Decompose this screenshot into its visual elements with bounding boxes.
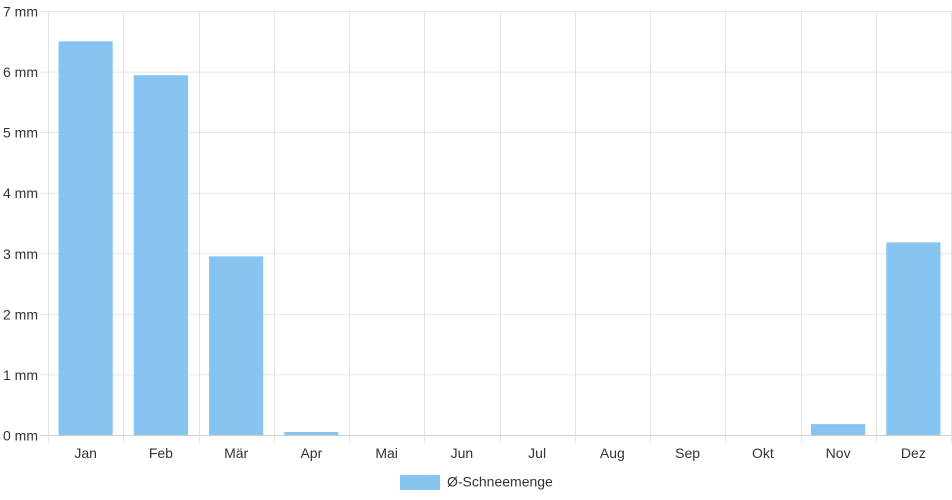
x-tick-label: Okt bbox=[752, 445, 774, 461]
bar-apr[interactable] bbox=[284, 431, 339, 435]
bar-mär[interactable] bbox=[209, 256, 264, 435]
y-tick-label: 6 mm bbox=[3, 64, 38, 80]
bar-nov[interactable] bbox=[811, 424, 866, 435]
x-tick-label: Mai bbox=[375, 445, 398, 461]
y-tick-label: 7 mm bbox=[3, 4, 38, 20]
x-tick-label: Mär bbox=[224, 445, 248, 461]
y-tick-label: 4 mm bbox=[3, 185, 38, 201]
x-tick-label: Jul bbox=[528, 445, 546, 461]
bar-feb[interactable] bbox=[133, 75, 188, 435]
x-tick-label: Sep bbox=[675, 445, 700, 461]
y-tick-label: 5 mm bbox=[3, 125, 38, 141]
x-tick-label: Dez bbox=[901, 445, 926, 461]
y-tick-label: 2 mm bbox=[3, 306, 38, 322]
legend-swatch[interactable] bbox=[400, 475, 440, 490]
bar-jan[interactable] bbox=[58, 41, 113, 436]
bars bbox=[58, 41, 941, 436]
x-tick-label: Jun bbox=[451, 445, 474, 461]
grid bbox=[40, 11, 952, 443]
bar-dez[interactable] bbox=[886, 242, 941, 435]
x-tick-label: Aug bbox=[600, 445, 625, 461]
x-tick-label: Jan bbox=[74, 445, 97, 461]
legend-label[interactable]: Ø-Schneemenge bbox=[447, 474, 553, 490]
legend[interactable]: Ø-Schneemenge bbox=[400, 474, 553, 491]
y-tick-label: 1 mm bbox=[3, 367, 38, 383]
x-tick-label: Nov bbox=[826, 445, 851, 461]
x-axis-ticks: Jan Feb Mär Apr Mai Jun Jul Aug Sep Okt Nov Dez bbox=[74, 445, 925, 461]
x-tick-label: Apr bbox=[300, 445, 322, 461]
y-axis-ticks: 0 mm 1 mm 2 mm 3 mm 4 mm 5 mm 6 mm 7 mm bbox=[3, 4, 38, 444]
y-tick-label: 0 mm bbox=[3, 428, 38, 444]
x-tick-label: Feb bbox=[149, 445, 173, 461]
y-tick-label: 3 mm bbox=[3, 246, 38, 262]
